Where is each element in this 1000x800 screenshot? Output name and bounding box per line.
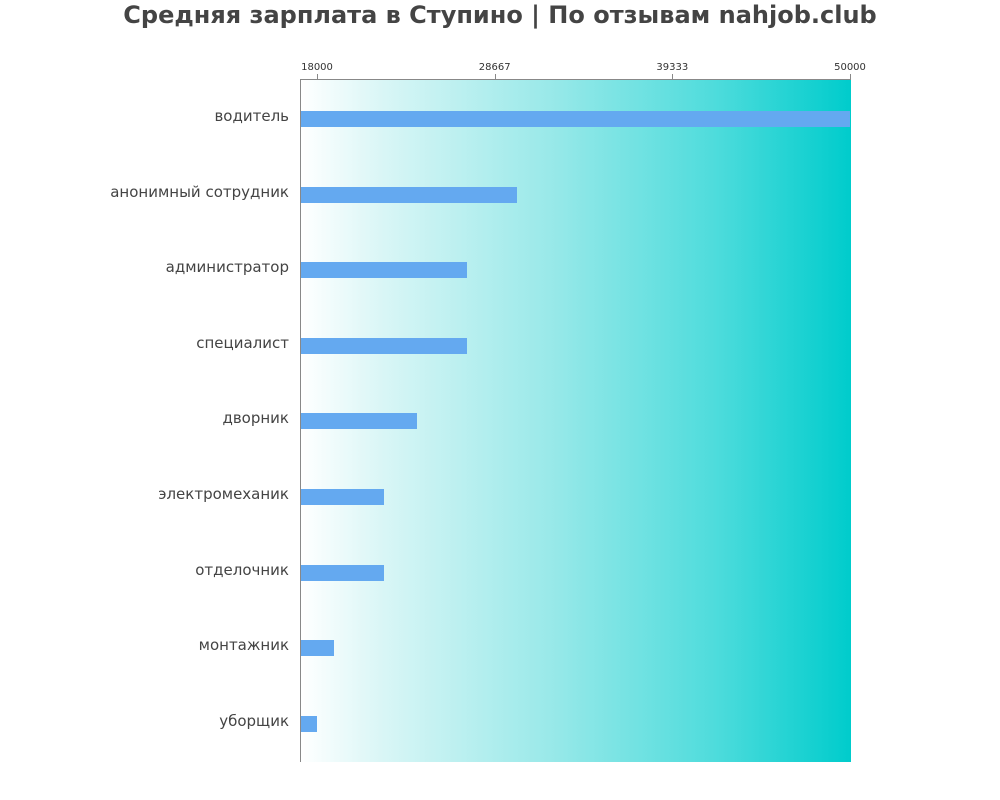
x-tick xyxy=(850,74,851,80)
category-label: дворник xyxy=(222,409,289,428)
chart-title: Средняя зарплата в Ступино | По отзывам … xyxy=(123,1,877,29)
y-axis-line xyxy=(300,80,301,762)
x-tick-label: 39333 xyxy=(656,62,689,73)
bar xyxy=(301,111,850,127)
x-tick-label: 28667 xyxy=(478,62,511,73)
category-label: монтажник xyxy=(198,636,289,655)
x-axis-line xyxy=(300,79,851,80)
category-label: уборщик xyxy=(219,711,289,730)
category-label: электромеханик xyxy=(158,485,289,503)
x-tick xyxy=(494,74,496,80)
x-tick xyxy=(672,74,674,80)
x-tick-label: 18000 xyxy=(301,62,333,73)
bar xyxy=(301,564,384,581)
bar xyxy=(301,186,517,203)
bar xyxy=(301,262,467,279)
category-label: водитель xyxy=(214,107,289,125)
category-label: анонимный сотрудник xyxy=(110,182,289,201)
category-label: администратор xyxy=(165,258,289,277)
x-tick-label: 50000 xyxy=(834,62,866,73)
bar xyxy=(301,640,334,657)
bar xyxy=(301,489,384,505)
bar xyxy=(301,715,317,732)
bar xyxy=(301,337,467,354)
bar xyxy=(301,413,417,430)
category-label: отделочник xyxy=(195,560,289,579)
x-tick xyxy=(317,74,318,80)
category-label: специалист xyxy=(196,333,289,352)
